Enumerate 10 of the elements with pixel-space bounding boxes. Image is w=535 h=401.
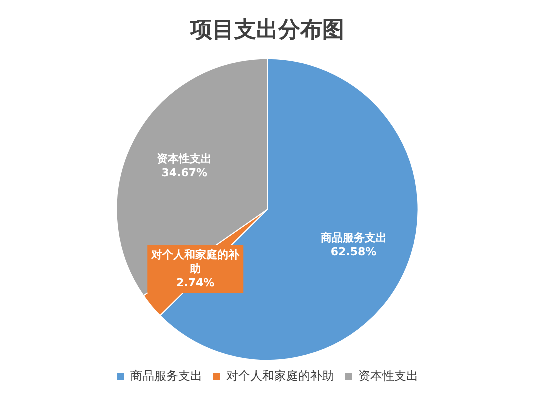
legend-label: 商品服务支出 (130, 369, 202, 384)
slice-label: 资本性支出 (157, 152, 212, 166)
legend-label: 资本性支出 (358, 369, 418, 384)
slice-label: 对个人和家庭的补助 (150, 248, 241, 276)
data-label: 2.74% (176, 276, 215, 290)
legend-label: 对个人和家庭的补助 (226, 369, 334, 384)
slice-label: 商品服务支出 (320, 232, 387, 245)
data-label: 34.67% (162, 166, 208, 180)
data-label: 62.58% (330, 246, 377, 259)
chart-title: 项目支出分布图 (190, 18, 344, 43)
